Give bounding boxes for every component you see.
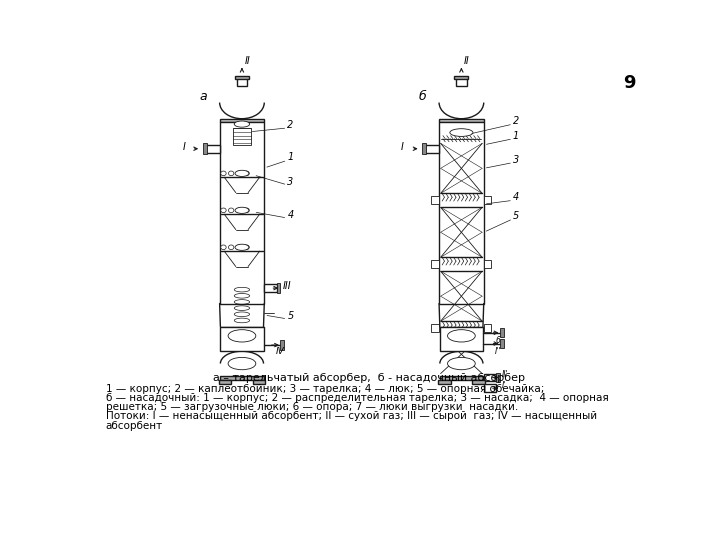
Text: I: I <box>401 142 404 152</box>
Bar <box>431 197 439 204</box>
Bar <box>203 143 207 154</box>
Text: 1: 1 <box>513 131 519 140</box>
Text: IV: IV <box>276 347 284 356</box>
Bar <box>439 119 484 122</box>
Ellipse shape <box>235 244 249 251</box>
Bar <box>422 143 426 154</box>
Text: III: III <box>283 281 292 291</box>
Text: б — насадочный: 1 — корпус; 2 — распределительная тарелка; 3 — насадка;  4 — опо: б — насадочный: 1 — корпус; 2 — распреде… <box>106 393 608 403</box>
Ellipse shape <box>236 171 242 176</box>
Text: I'': I'' <box>495 347 502 356</box>
Ellipse shape <box>221 245 226 249</box>
Ellipse shape <box>235 170 249 177</box>
Ellipse shape <box>228 171 234 176</box>
Bar <box>484 374 496 381</box>
Text: б: б <box>419 90 427 103</box>
Bar <box>454 76 468 79</box>
Bar <box>220 122 264 303</box>
Text: решетка; 5 — загрузочные люки; 6 — опора; 7 — люки выгрузки  насадки.: решетка; 5 — загрузочные люки; 6 — опора… <box>106 402 518 412</box>
Text: I': I' <box>503 381 507 390</box>
Text: 9: 9 <box>623 74 636 92</box>
Bar <box>484 384 496 392</box>
Ellipse shape <box>236 245 242 249</box>
Ellipse shape <box>448 357 475 370</box>
Bar <box>496 373 500 382</box>
Text: 2: 2 <box>287 120 294 130</box>
Ellipse shape <box>244 208 249 213</box>
Text: II: II <box>244 56 250 66</box>
Ellipse shape <box>244 171 249 176</box>
Bar <box>484 325 492 332</box>
Text: 3: 3 <box>287 177 294 187</box>
Bar <box>253 380 265 383</box>
Ellipse shape <box>450 129 473 137</box>
Bar <box>426 145 439 153</box>
Ellipse shape <box>221 208 226 213</box>
Text: II: II <box>464 56 469 66</box>
Ellipse shape <box>236 208 242 213</box>
Bar <box>472 380 485 383</box>
Bar <box>484 260 492 268</box>
Bar <box>276 283 281 294</box>
Text: 6: 6 <box>495 336 500 345</box>
Ellipse shape <box>235 207 249 213</box>
Text: 5: 5 <box>513 211 519 221</box>
Bar <box>235 76 249 79</box>
Text: I: I <box>183 142 186 152</box>
Bar <box>438 380 451 383</box>
Bar <box>206 145 220 153</box>
Ellipse shape <box>228 208 234 213</box>
Bar <box>439 122 484 303</box>
Bar <box>484 197 492 204</box>
Bar <box>431 260 439 268</box>
Bar <box>219 380 231 383</box>
Bar <box>264 284 276 292</box>
Ellipse shape <box>228 330 256 342</box>
Bar <box>456 77 467 86</box>
Text: абсорбент: абсорбент <box>106 421 163 430</box>
Bar <box>440 376 483 380</box>
Text: 4: 4 <box>513 192 519 202</box>
Text: а: а <box>199 90 207 103</box>
Bar <box>431 325 439 332</box>
Text: 5: 5 <box>287 311 294 321</box>
Text: Потоки: I — ненасыщенный абсорбент; II — сухой газ; III — сырой  газ; IV — насыщ: Потоки: I — ненасыщенный абсорбент; II —… <box>106 411 597 421</box>
Bar <box>500 339 504 348</box>
Bar <box>220 376 264 380</box>
Text: 3: 3 <box>513 154 519 165</box>
Ellipse shape <box>221 171 226 176</box>
Bar <box>440 327 483 351</box>
Text: а – тарельчатый абсорбер,  б - насадочный абсорбер: а – тарельчатый абсорбер, б - насадочный… <box>213 373 525 383</box>
Text: 1: 1 <box>287 152 294 162</box>
Ellipse shape <box>448 330 475 342</box>
Text: 2: 2 <box>513 116 519 126</box>
Text: 4: 4 <box>287 210 294 220</box>
Bar <box>220 119 264 122</box>
Text: 1 — корпус; 2 — каплеотбойник; 3 — тарелка; 4 — люк; 5 — опорная обечайка;: 1 — корпус; 2 — каплеотбойник; 3 — тарел… <box>106 383 544 394</box>
Ellipse shape <box>228 245 234 249</box>
Bar <box>220 327 264 351</box>
Ellipse shape <box>228 357 256 370</box>
Ellipse shape <box>234 121 250 127</box>
Bar <box>233 128 251 145</box>
Text: II': II' <box>503 370 509 380</box>
Ellipse shape <box>244 245 249 249</box>
Bar <box>500 328 504 338</box>
Bar <box>237 77 248 86</box>
Bar <box>281 340 284 350</box>
